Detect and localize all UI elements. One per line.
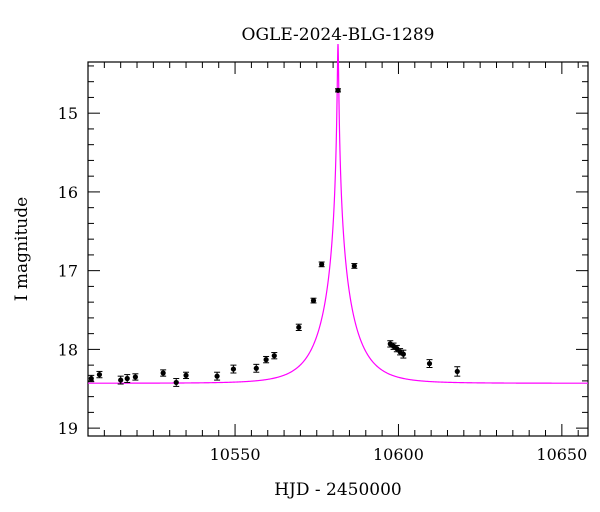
data-point bbox=[263, 355, 270, 364]
x-tick-label: 10550 bbox=[210, 445, 261, 464]
point-marker bbox=[351, 263, 357, 269]
x-axis-label: HJD - 2450000 bbox=[274, 480, 402, 500]
point-marker bbox=[310, 297, 317, 304]
point-marker bbox=[183, 372, 189, 378]
data-point bbox=[295, 323, 302, 331]
y-tick-label: 18 bbox=[58, 340, 78, 359]
data-point bbox=[253, 363, 260, 373]
point-marker bbox=[88, 375, 94, 382]
y-tick-label: 16 bbox=[58, 183, 78, 202]
y-tick-label: 15 bbox=[58, 104, 78, 123]
data-point bbox=[117, 375, 124, 385]
data-point bbox=[393, 344, 400, 353]
data-point bbox=[183, 371, 190, 380]
point-marker bbox=[394, 346, 400, 352]
data-point bbox=[454, 366, 461, 377]
data-point bbox=[230, 364, 237, 374]
data-point bbox=[318, 261, 325, 268]
data-point bbox=[400, 349, 407, 359]
point-marker bbox=[400, 351, 406, 357]
point-marker bbox=[271, 353, 277, 359]
point-marker bbox=[96, 371, 103, 378]
data-point bbox=[426, 359, 433, 368]
data-point bbox=[124, 374, 131, 383]
point-marker bbox=[253, 365, 259, 371]
data-point bbox=[173, 378, 180, 387]
x-tick-label: 10600 bbox=[373, 445, 424, 464]
point-marker bbox=[214, 373, 220, 379]
data-point bbox=[310, 297, 317, 304]
data-point bbox=[88, 374, 95, 383]
point-marker bbox=[454, 368, 460, 375]
point-marker bbox=[335, 87, 341, 93]
chart-title: OGLE-2024-BLG-1289 bbox=[242, 25, 435, 45]
axis-ticks bbox=[87, 62, 588, 436]
point-marker bbox=[132, 374, 138, 380]
x-tick-label: 10650 bbox=[536, 445, 587, 464]
x-tick-labels: 10550 10600 10650 bbox=[210, 445, 588, 464]
point-marker bbox=[160, 370, 166, 376]
data-point bbox=[96, 370, 103, 379]
y-tick-label: 19 bbox=[58, 419, 78, 438]
data-point bbox=[214, 371, 221, 381]
plot-frame bbox=[87, 61, 589, 437]
data-point bbox=[132, 373, 139, 381]
y-tick-label: 17 bbox=[58, 262, 78, 281]
point-marker bbox=[124, 375, 130, 382]
point-marker bbox=[230, 366, 237, 372]
data-point bbox=[271, 352, 278, 360]
y-axis-label: I magnitude bbox=[12, 197, 32, 301]
point-marker bbox=[173, 379, 179, 386]
model-curve bbox=[88, 44, 588, 384]
point-marker bbox=[319, 261, 325, 267]
data-points bbox=[88, 87, 461, 387]
point-marker bbox=[426, 360, 433, 367]
y-tick-labels: 15 16 17 18 19 bbox=[58, 104, 78, 438]
data-point bbox=[160, 369, 167, 377]
point-marker bbox=[296, 324, 302, 330]
data-point bbox=[351, 263, 358, 269]
point-marker bbox=[263, 357, 269, 363]
point-marker bbox=[118, 377, 124, 383]
data-point bbox=[335, 87, 341, 93]
